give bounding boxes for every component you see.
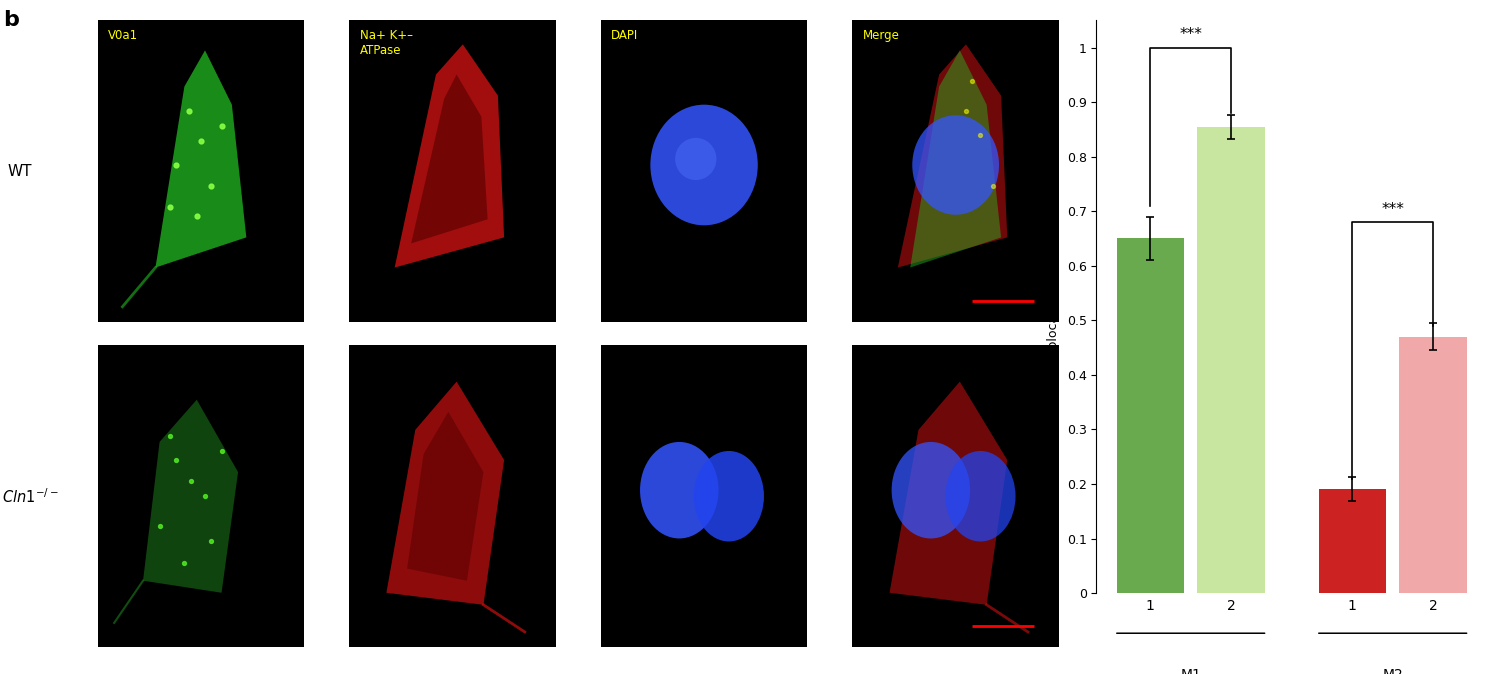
Text: ***: *** — [1382, 202, 1404, 216]
Polygon shape — [386, 381, 505, 605]
Polygon shape — [412, 75, 488, 243]
Point — [954, 105, 978, 116]
Point — [189, 135, 213, 146]
Point — [200, 181, 224, 191]
Point — [173, 557, 197, 568]
Text: Na+ K+–
ATPase: Na+ K+– ATPase — [359, 29, 413, 57]
Polygon shape — [143, 400, 237, 592]
Point — [960, 75, 984, 86]
Point — [185, 211, 209, 222]
Text: ***: *** — [1179, 27, 1202, 42]
Point — [200, 536, 224, 547]
Point — [164, 160, 188, 171]
Ellipse shape — [945, 451, 1015, 541]
Point — [981, 181, 1005, 191]
Text: M2: M2 — [1382, 667, 1403, 674]
Point — [158, 202, 182, 212]
Text: DAPI: DAPI — [611, 29, 638, 42]
Polygon shape — [156, 51, 246, 268]
Text: M1: M1 — [1181, 667, 1202, 674]
Ellipse shape — [674, 138, 716, 180]
Polygon shape — [910, 51, 1000, 268]
Ellipse shape — [650, 104, 759, 225]
Polygon shape — [898, 44, 1008, 268]
Polygon shape — [889, 381, 1008, 605]
Ellipse shape — [892, 442, 970, 539]
Point — [209, 446, 234, 456]
Bar — [1400, 337, 1467, 593]
Ellipse shape — [640, 442, 718, 539]
Point — [209, 121, 234, 131]
Point — [147, 521, 171, 532]
Point — [179, 476, 203, 487]
Text: b: b — [3, 10, 20, 30]
Ellipse shape — [694, 451, 765, 541]
Point — [164, 455, 188, 466]
Text: WT: WT — [8, 164, 32, 179]
Text: Merge: Merge — [862, 29, 900, 42]
Polygon shape — [395, 44, 505, 268]
Bar — [1197, 127, 1265, 593]
Point — [192, 491, 218, 501]
Text: $Cln1^{-/-}$: $Cln1^{-/-}$ — [2, 487, 59, 506]
Ellipse shape — [912, 115, 999, 215]
Y-axis label: Manders colocalization coefficient: Manders colocalization coefficient — [1047, 200, 1060, 413]
Point — [969, 129, 993, 140]
Polygon shape — [407, 412, 484, 581]
Bar — [1319, 489, 1386, 593]
Point — [158, 431, 182, 441]
Point — [177, 105, 201, 116]
Text: V0a1: V0a1 — [108, 29, 138, 42]
Bar — [1116, 239, 1184, 593]
